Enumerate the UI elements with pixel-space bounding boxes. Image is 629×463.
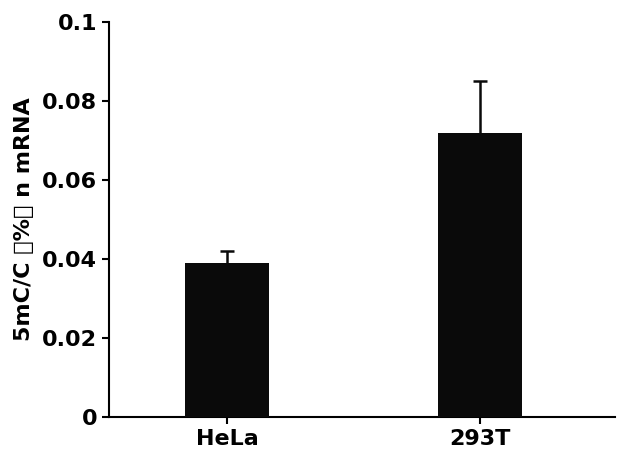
Bar bbox=[185, 263, 269, 417]
Y-axis label: 5mC/C （%） n mRNA: 5mC/C （%） n mRNA bbox=[14, 98, 34, 342]
Bar bbox=[438, 132, 522, 417]
